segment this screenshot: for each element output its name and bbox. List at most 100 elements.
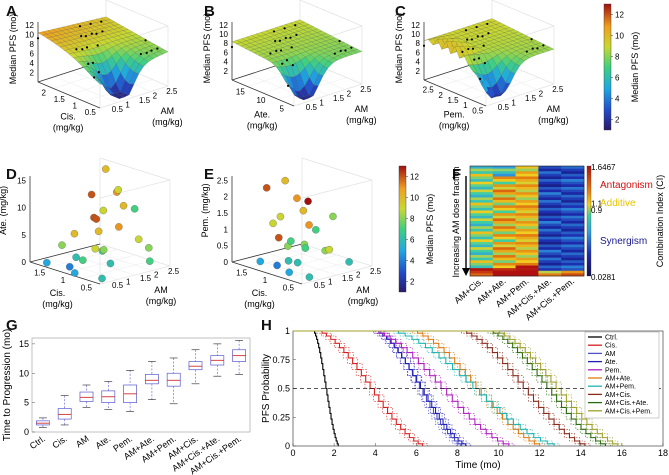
panel-h-ci-upper [322,330,428,446]
panel-e-z-tick-label: 2.5 [217,176,229,185]
panel-d-x-tick-label: 1 [61,276,66,285]
panel-f-heatmap-cell [538,228,562,232]
panel-f-heatmap-cell [538,247,562,251]
panel-d-data-point [101,165,110,173]
panel-f-heatmap-cell [561,221,585,224]
panel-e-data-point [262,184,271,192]
panel-b-data-point [350,46,353,49]
panel-d-data-point [65,263,74,271]
panel-c-data-point [483,62,486,65]
panel-f-heatmap-cell [515,239,539,243]
panel-f-heatmap-cell [515,194,539,198]
panel-f-heatmap-cell [561,244,585,248]
panel-b-data-point [291,64,294,67]
panel-f-heatmap-cell [515,241,539,245]
panel-h-km-curve [293,330,586,446]
panel-b-data-point [274,39,277,43]
panel-f-heatmap-cell [492,257,516,261]
panel-f-heatmap-cell [470,186,494,190]
panel-a-z-tick-label: 6 [30,49,35,58]
panel-b-data-point [295,33,298,36]
panel-f-heatmap-cell [561,205,585,209]
panel-e-y-tick-label: 2 [356,270,361,279]
panel-f-heatmap-cell [515,249,539,253]
panel-f-heatmap-cell [470,179,494,183]
panel-f-heatmap-cell [470,166,494,169]
panel-f-heatmap-cell [561,231,585,235]
panel-f-heatmap-cell [492,268,516,272]
panel-g-box [79,391,94,402]
panel-b-data-point [344,49,347,52]
panel-f-heatmap-cell [538,273,562,277]
panel-d-gridline [82,260,153,279]
panel-f-heatmap-cell [515,273,539,277]
panel-f-heatmap-cell [492,273,516,277]
panel-e-data-point [305,273,314,281]
panel-e-x-tick-label: 0.5 [283,283,295,292]
panel-a-data-point [145,51,148,54]
panel-h-km-curve [293,330,510,446]
panel-f-heatmap-cell [492,176,516,180]
panel-f-heatmap-cell [515,218,539,222]
panel-f-heatmap-cell [515,171,539,175]
panel-c-y-label: AM [547,104,561,114]
panel-f-heatmap [470,166,585,277]
panel-c-data-point [486,22,489,26]
panel-g-category-label: Cis. [50,433,68,450]
panel-f-heatmap-cell [470,207,494,211]
panel-f-heatmap-cell [470,239,494,243]
panel-d-z-tick-label: 15 [17,176,26,185]
panel-e-data-point [275,233,283,242]
panel-f-heatmap-cell [470,218,494,222]
panel-b-y-tick-label: 2 [347,90,352,99]
panel-a-data-point [150,49,153,52]
panel-d-x-tick-label: 1.5 [34,269,46,278]
panel-f-heatmap-cell [515,236,539,240]
panel-f-heatmap-cell [492,231,516,235]
panel-d-data-point [134,235,143,244]
panel-f-heatmap-cell [561,215,585,219]
panel-d-x-tick-label: 0.5 [81,283,93,292]
panel-d-data-point [58,241,66,249]
panel-c-z-tick-label: 6 [416,48,421,57]
panel-g-y-tick-label: 5 [24,398,29,408]
panel-c-colorbar-bar [603,3,612,131]
panel-f-heatmap-cell [515,210,539,214]
panel-g-frame [31,337,251,433]
panel-a-data-point [139,52,142,56]
panel-f-heatmap-cell [492,202,516,206]
panel-c-data-point [464,29,468,32]
panel-f-heatmap-cell [492,213,516,217]
panel-e-y-tick-label: 2.5 [370,267,382,276]
panel-b-axis-line [231,79,295,107]
panel-g-category-label: Ctrl. [28,433,47,451]
panel-f-heatmap-cell [470,234,494,238]
panel-h-y-tick-label: 0.25 [272,412,290,422]
panel-f-heatmap-cell [538,194,562,198]
panel-a-data-point [84,34,87,38]
panel-a-y-tick-label: 1.5 [139,96,151,105]
panel-d-data-point [115,223,123,231]
panel-f-heatmap-cell [538,231,562,235]
panel-c-x-tick-label: 1.5 [447,96,459,105]
panel-f-heatmap-cell [470,168,494,172]
panel-c-data-point [466,38,469,41]
panel-f-heatmap-cell [561,200,585,203]
panel-c-data-point [481,35,484,38]
panel-h-ci-lower [312,330,418,446]
panel-f-heatmap-cell [470,257,494,261]
panel-d-data-point [145,244,153,252]
panel-e-data-point [304,197,312,206]
panel-c-y-tick-label: 2 [539,90,544,99]
panel-b-y-tick-label: 2.5 [360,85,372,94]
panel-h-ci-lower [386,330,550,446]
panel-f-heatmap-cell [515,234,539,238]
panel-a-data-point [36,37,40,40]
panel-h-y-tick-label: 1 [285,326,290,336]
panel-f-heatmap-cell [538,176,562,180]
panel-f-heatmap-cell [538,221,562,224]
panel-f-heatmap-cell [492,255,516,258]
panel-e-data-point [325,245,334,254]
panel-b-x-label-unit: (mg/kg) [247,120,278,130]
panel-b-y-label: AM [355,104,369,114]
